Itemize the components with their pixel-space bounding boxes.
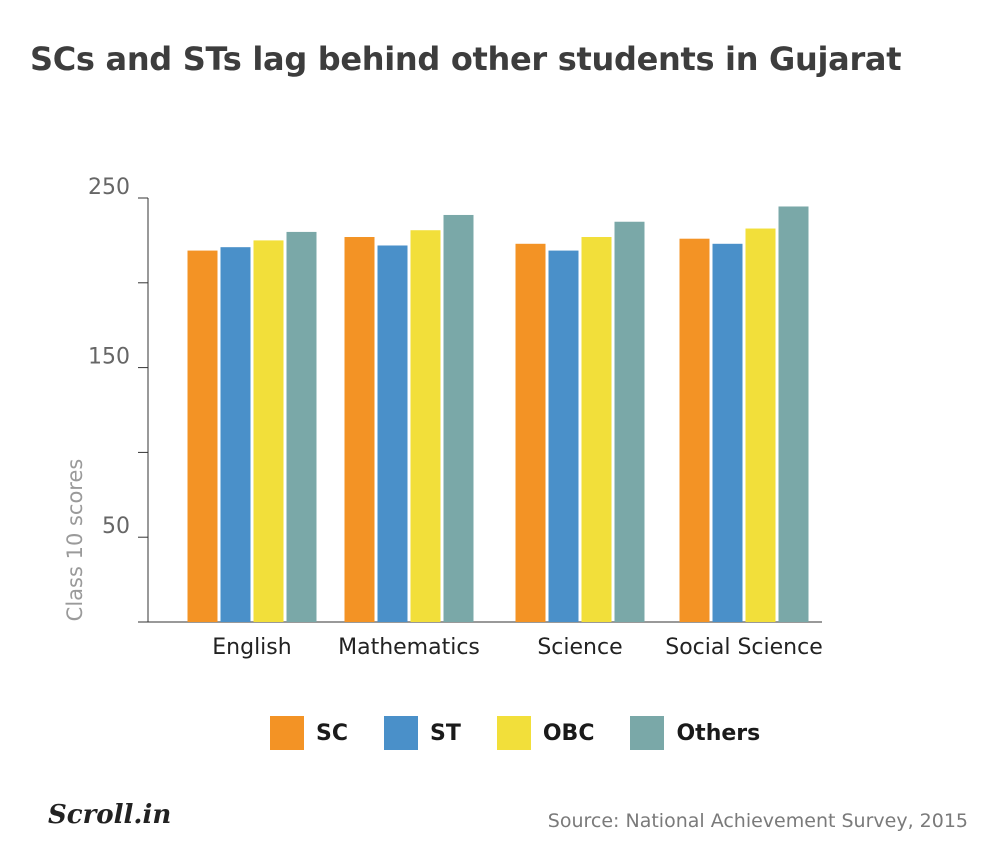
legend: SC ST OBC Others	[270, 716, 796, 750]
bar-others-science	[614, 221, 645, 622]
y-axis-label: Class 10 scores	[63, 459, 87, 622]
legend-item-obc: OBC	[496, 716, 595, 750]
legend-label: ST	[430, 720, 461, 746]
legend-label: Others	[676, 720, 761, 746]
bar-obc-science	[581, 237, 612, 622]
bar-sc-mathematics	[344, 237, 375, 622]
legend-swatch	[384, 716, 418, 750]
y-tick-label: 250	[88, 175, 130, 200]
y-tick-label: 150	[88, 345, 130, 370]
bars	[187, 206, 809, 623]
bar-obc-social-science	[745, 228, 776, 622]
legend-swatch	[270, 716, 304, 750]
legend-item-sc: SC	[270, 716, 348, 750]
bar-st-social-science	[712, 243, 743, 623]
bar-others-social-science	[778, 206, 809, 623]
x-tick-label: English	[212, 635, 291, 660]
bar-st-mathematics	[377, 245, 408, 622]
legend-item-others: Others	[630, 716, 760, 750]
x-tick-label: Social Science	[665, 635, 823, 660]
y-tick-labels: 50 150 250	[88, 175, 130, 539]
bar-sc-english	[187, 250, 218, 623]
legend-swatch	[496, 716, 531, 750]
x-tick-label: Mathematics	[338, 635, 480, 660]
bar-others-english	[286, 231, 317, 623]
x-tick-label: Science	[537, 635, 622, 660]
bar-obc-mathematics	[410, 230, 441, 622]
bar-obc-english	[253, 240, 284, 622]
legend-label: OBC	[542, 720, 595, 746]
legend-item-st: ST	[384, 716, 461, 750]
source-note: Source: National Achievement Survey, 201…	[547, 810, 968, 832]
chart-title: SCs and STs lag behind other students in…	[30, 40, 902, 78]
legend-label: SC	[316, 720, 348, 746]
bar-sc-social-science	[679, 238, 710, 623]
y-tick-label: 50	[102, 514, 130, 539]
scroll-logo: Scroll.in	[48, 800, 172, 830]
x-tick-labels: English Mathematics Science Social Science	[212, 635, 822, 660]
bar-st-english	[220, 247, 251, 622]
bar-st-science	[548, 250, 579, 623]
bar-others-mathematics	[443, 214, 474, 622]
bar-sc-science	[515, 243, 546, 623]
legend-swatch	[630, 716, 665, 750]
